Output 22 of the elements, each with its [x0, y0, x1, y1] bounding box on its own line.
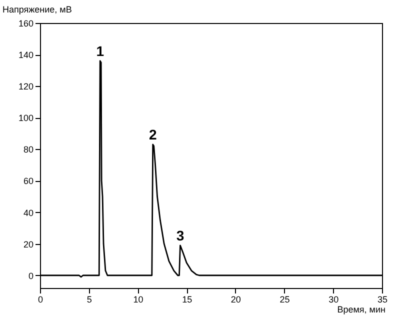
- x-tick-label: 35: [377, 294, 388, 304]
- y-tick-label: 120: [18, 82, 34, 92]
- y-tick-label: 60: [23, 176, 34, 186]
- x-axis-title: Время, мин: [337, 304, 386, 314]
- x-tick-label: 5: [86, 294, 92, 304]
- x-tick-label: 15: [182, 294, 192, 304]
- y-tick-label: 100: [18, 113, 34, 124]
- y-tick-label: 160: [18, 18, 34, 28]
- x-tick-label: 25: [280, 294, 290, 304]
- x-tick-label: 0: [38, 294, 44, 304]
- y-tick-label: 0: [28, 270, 34, 281]
- x-tick-label: 30: [328, 294, 339, 304]
- y-tick-label: 20: [23, 239, 34, 250]
- annotation: 3: [176, 227, 184, 244]
- y-tick-label: 40: [23, 208, 34, 218]
- y-axis-title: Напряжение, мВ: [2, 4, 72, 14]
- annotation: 2: [148, 126, 157, 142]
- y-tick-label: 80: [23, 144, 34, 155]
- y-tick-label: 140: [18, 50, 34, 60]
- x-tick-label: 20: [230, 294, 241, 304]
- annotation: 1: [96, 42, 104, 59]
- x-tick-label: 10: [133, 294, 144, 304]
